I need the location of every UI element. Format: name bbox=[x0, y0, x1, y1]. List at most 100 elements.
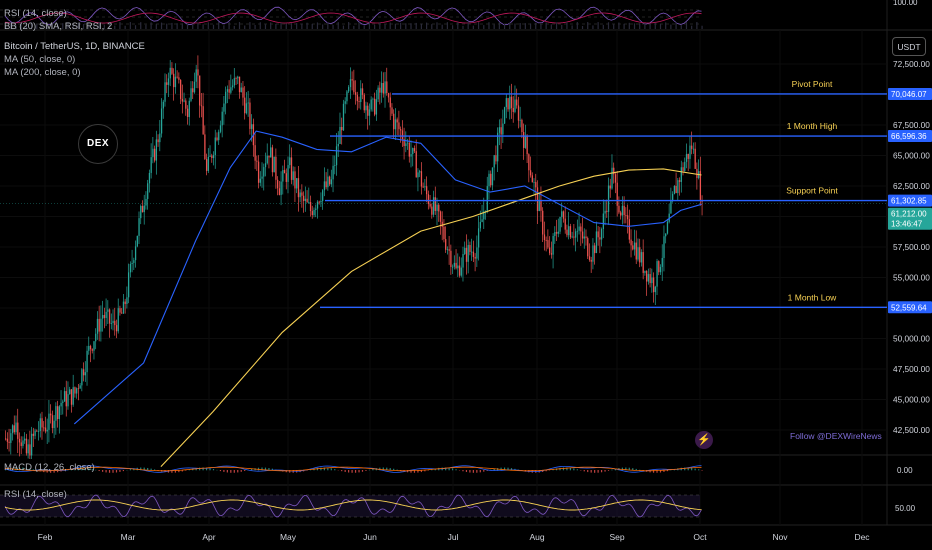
top-pane-bar bbox=[218, 22, 220, 29]
top-pane-bar bbox=[561, 24, 563, 29]
candle-body bbox=[153, 148, 156, 161]
top-pane-bar bbox=[639, 23, 641, 29]
macd-histogram-bar bbox=[451, 468, 454, 471]
candle-body bbox=[10, 433, 12, 443]
candle-body bbox=[665, 233, 667, 237]
macd-histogram-bar bbox=[479, 470, 481, 473]
macd-histogram-bar bbox=[327, 467, 329, 471]
macd-histogram-bar bbox=[503, 467, 506, 471]
last-price-tag bbox=[888, 207, 932, 230]
top-pane-axis-label: 100.00 bbox=[893, 0, 918, 7]
candle-body bbox=[434, 197, 436, 211]
top-pane-bar bbox=[431, 24, 433, 29]
candle-body bbox=[652, 277, 655, 293]
candle-body bbox=[630, 239, 632, 246]
top-pane-bar bbox=[618, 22, 620, 29]
candle-body bbox=[616, 182, 618, 206]
candle-body bbox=[294, 171, 296, 189]
macd-histogram-bar bbox=[465, 470, 468, 473]
top-pane-bar bbox=[550, 24, 552, 29]
candle-body bbox=[696, 168, 698, 179]
candle-body bbox=[160, 108, 163, 134]
macd-histogram-bar bbox=[98, 470, 100, 472]
top-pane-bar bbox=[483, 25, 485, 29]
macd-histogram-bar bbox=[185, 470, 187, 471]
macd-histogram-bar bbox=[348, 470, 350, 473]
macd-histogram-bar bbox=[393, 468, 395, 471]
macd-histogram-bar bbox=[271, 468, 274, 471]
candle-body bbox=[590, 259, 592, 262]
candle-body bbox=[353, 80, 355, 93]
candle-body bbox=[490, 173, 492, 186]
candle-body bbox=[159, 133, 161, 143]
top-pane-bar bbox=[51, 22, 53, 29]
candle-body bbox=[354, 92, 357, 95]
lightning-icon[interactable]: ⚡ bbox=[695, 431, 713, 449]
macd-histogram-bar bbox=[659, 470, 662, 473]
macd-histogram-bar bbox=[694, 468, 696, 471]
candle-body bbox=[583, 236, 585, 239]
candle-body bbox=[76, 388, 78, 394]
candle-body bbox=[663, 236, 665, 258]
candle-body bbox=[346, 91, 348, 102]
top-pane-bar bbox=[238, 22, 241, 29]
candle-body bbox=[150, 157, 152, 173]
candle-body bbox=[640, 252, 643, 263]
candle-body bbox=[140, 205, 142, 219]
level-label: 1 Month Low bbox=[788, 292, 838, 302]
candle-body bbox=[699, 171, 702, 201]
rsi-line bbox=[4, 494, 702, 518]
candle-body bbox=[443, 226, 445, 240]
candle-body bbox=[50, 413, 52, 416]
top-pane-bar bbox=[587, 22, 589, 29]
macd-histogram-bar bbox=[639, 469, 641, 471]
macd-histogram-bar bbox=[469, 470, 471, 473]
macd-histogram-bar bbox=[18, 467, 21, 471]
macd-histogram-bar bbox=[566, 467, 568, 471]
macd-histogram-bar bbox=[562, 467, 565, 471]
candle-body bbox=[107, 309, 109, 312]
candle-body bbox=[273, 156, 275, 173]
candle-body bbox=[11, 425, 14, 434]
candle-body bbox=[8, 441, 10, 443]
macd-histogram-bar bbox=[372, 468, 374, 471]
top-pane-bar bbox=[98, 22, 100, 29]
candle-body bbox=[79, 385, 81, 389]
macd-histogram-bar bbox=[625, 467, 627, 471]
candle-body bbox=[342, 103, 345, 131]
price-tick-label: 72,500.00 bbox=[893, 59, 930, 69]
top-pane-bar bbox=[228, 22, 230, 29]
candle-body bbox=[119, 308, 121, 313]
candle-body bbox=[237, 76, 239, 79]
top-pane-bar bbox=[410, 23, 412, 29]
top-pane-bar bbox=[519, 23, 521, 29]
candle-body bbox=[162, 101, 164, 109]
candle-body bbox=[448, 249, 450, 251]
macd-histogram-bar bbox=[112, 470, 114, 473]
top-pane-bar bbox=[691, 25, 693, 29]
candle-body bbox=[311, 211, 313, 216]
candle-body bbox=[256, 160, 258, 162]
macd-histogram-bar bbox=[209, 468, 211, 471]
candle-body bbox=[335, 146, 338, 166]
candle-body bbox=[689, 145, 691, 159]
macd-histogram-bar bbox=[202, 467, 204, 471]
candle-body bbox=[257, 161, 260, 183]
top-pane-bar bbox=[576, 22, 578, 29]
macd-histogram-bar bbox=[628, 467, 630, 471]
top-rsi-legend: RSI (14, close) bbox=[4, 8, 67, 19]
macd-histogram-bar bbox=[573, 468, 575, 471]
candle-body bbox=[654, 286, 656, 293]
currency-button[interactable]: USDT bbox=[892, 37, 926, 56]
candle-body bbox=[43, 427, 45, 429]
candle-body bbox=[70, 389, 73, 405]
rsi-axis-label: 50.00 bbox=[895, 504, 916, 513]
top-pane-bar bbox=[124, 25, 126, 29]
candle-body bbox=[587, 238, 589, 257]
macd-histogram-bar bbox=[424, 470, 426, 472]
top-pane-bar bbox=[457, 22, 459, 29]
macd-histogram-bar bbox=[181, 470, 183, 472]
top-pane-bar bbox=[202, 24, 204, 29]
candle-body bbox=[677, 180, 679, 194]
